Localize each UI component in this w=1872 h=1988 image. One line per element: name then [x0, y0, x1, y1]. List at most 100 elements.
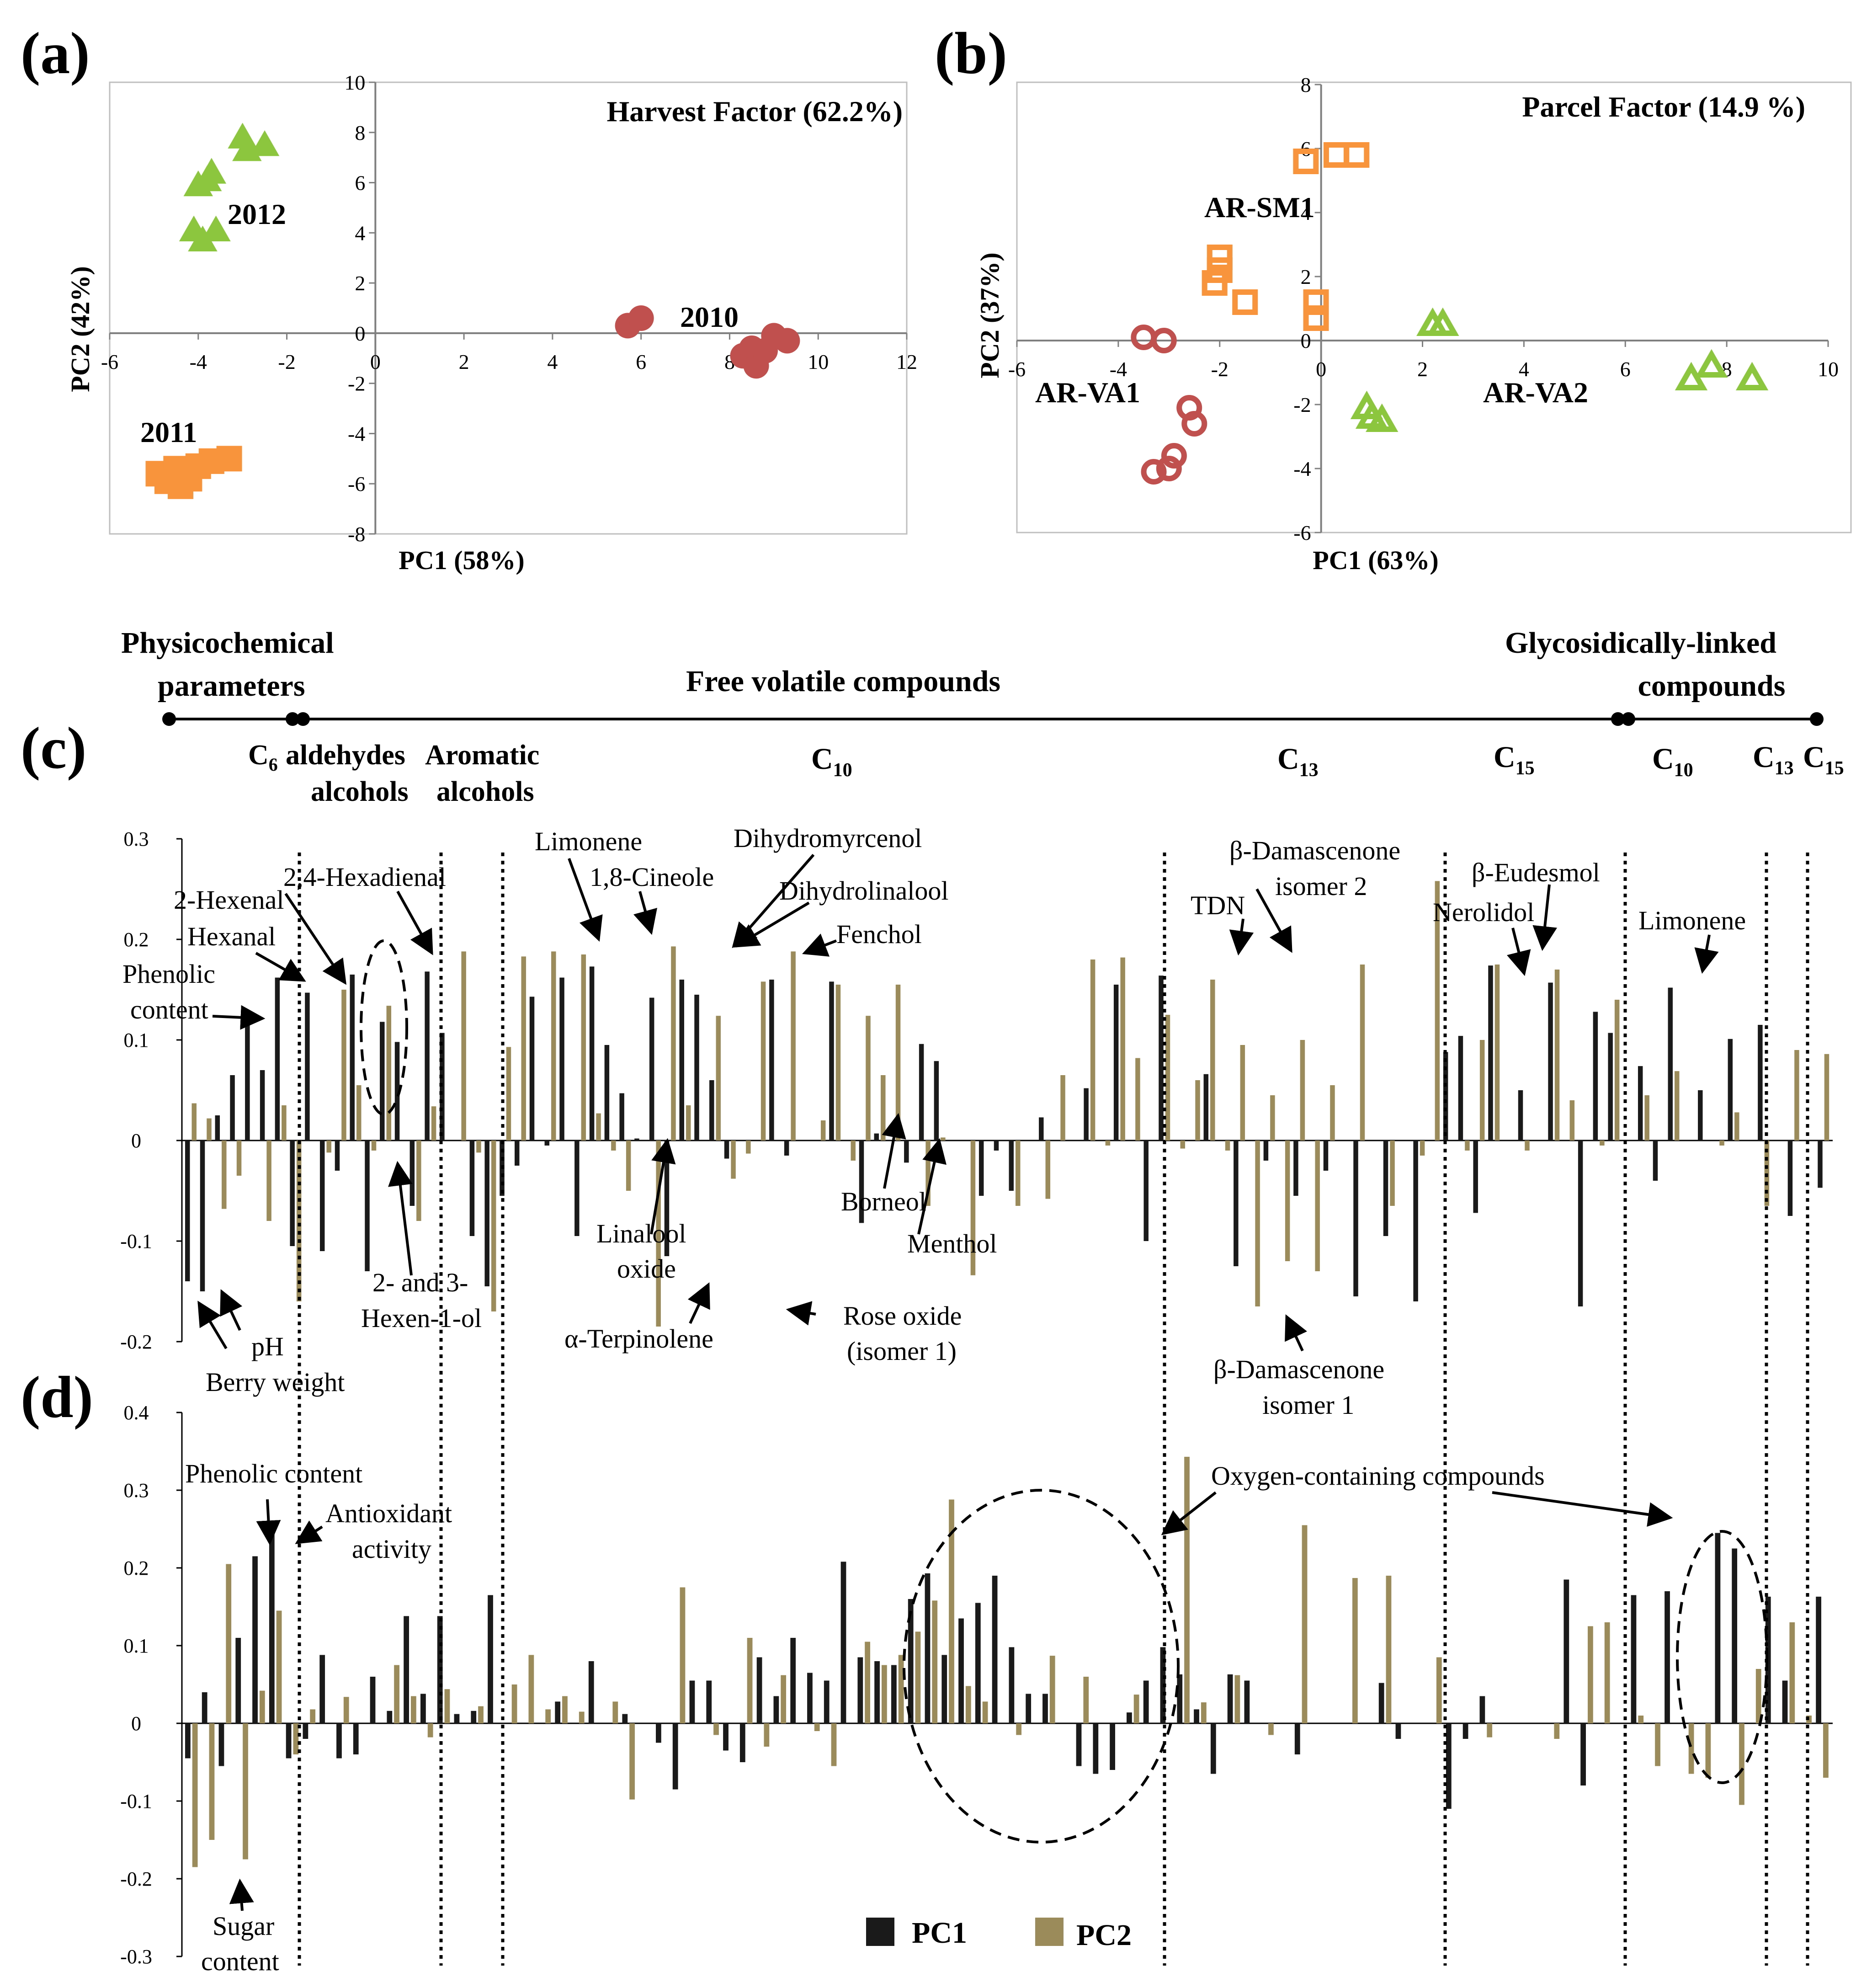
bar-pc2 — [1240, 1045, 1245, 1141]
bar-pc1 — [1160, 1647, 1166, 1723]
bar-pc2 — [410, 1696, 416, 1723]
bar-pc1 — [619, 1093, 624, 1141]
annotation-arrow — [786, 1301, 816, 1326]
chem-c13: C13 — [1277, 742, 1319, 781]
ann-fenchol: Fenchol — [836, 919, 922, 949]
panel-c-label: (c) — [21, 715, 86, 781]
bar-pc2 — [949, 1499, 954, 1723]
bar-pc2 — [881, 1075, 886, 1141]
x-tick-label: 4 — [1519, 357, 1529, 381]
bar-pc1 — [1446, 1723, 1452, 1809]
bar-pc2 — [491, 1141, 496, 1311]
bar-pc2 — [191, 1103, 197, 1141]
bar-pc1 — [588, 1661, 594, 1723]
ann-cineole: 1,8-Cineole — [590, 862, 714, 892]
bar-pc1 — [994, 1141, 999, 1151]
bar-pc2 — [1494, 965, 1500, 1141]
marker-AR-VA2 — [1426, 307, 1459, 336]
y-tick-label: 0 — [1301, 329, 1311, 352]
bar-pc1 — [1564, 1579, 1569, 1723]
bar-pc2 — [444, 1689, 450, 1723]
bar-pc2 — [1719, 1141, 1724, 1146]
marker-AR-VA2 — [1366, 403, 1399, 432]
bar-pc2 — [1390, 1141, 1395, 1206]
y-tick-label: -0.1 — [120, 1790, 152, 1812]
bar-pc2 — [820, 1120, 826, 1141]
marker-AR-SM1 — [1303, 289, 1329, 315]
bar-pc1 — [335, 1141, 340, 1171]
bar-pc2 — [1234, 1675, 1240, 1723]
bar-pc1 — [319, 1141, 325, 1251]
annotation-arrow — [1507, 927, 1531, 976]
bar-pc2 — [1604, 1622, 1610, 1723]
marker-AR-VA2 — [1695, 349, 1728, 378]
bar-pc1 — [1816, 1596, 1821, 1723]
y-tick-label: 0 — [355, 322, 365, 345]
ann-d-antioxidant-2: activity — [352, 1534, 431, 1564]
bar-pc1 — [555, 1701, 561, 1723]
label-physicochemical: Physicochemical — [121, 626, 334, 660]
bar-pc1 — [840, 1562, 846, 1723]
y-tick-label: -0.3 — [120, 1945, 152, 1968]
bar-pc1 — [589, 966, 595, 1141]
ann-hexenol-2: Hexen-1-ol — [361, 1303, 482, 1333]
bar-pc1 — [1443, 1052, 1448, 1141]
bar-pc2 — [562, 1696, 568, 1723]
marker-AR-SM1 — [1323, 142, 1349, 168]
bar-pc1 — [1732, 1548, 1738, 1723]
annotation-arrow — [388, 1161, 413, 1276]
bar-pc1 — [1488, 965, 1493, 1141]
bar-pc1 — [1518, 1090, 1523, 1141]
bar-pc1 — [574, 1141, 580, 1236]
legend-pc2-label: PC2 — [1076, 1919, 1132, 1952]
ann-hexenol: 2- and 3- — [372, 1268, 468, 1297]
panel-a-frame — [109, 81, 908, 535]
annotation-arrow — [295, 1520, 323, 1544]
bar-pc2 — [1554, 970, 1560, 1141]
panel-c: 0.3 0.2 0.1 0 -0.1 -0.2 — [120, 828, 1833, 1353]
annotation-arrow — [284, 893, 346, 985]
bar-pc1 — [1227, 1674, 1233, 1723]
bar-pc1 — [975, 1603, 981, 1723]
bar-pc2 — [1352, 1578, 1358, 1723]
bar-pc1 — [1177, 1674, 1183, 1723]
bar-pc2 — [521, 956, 526, 1141]
bar-pc2 — [835, 985, 841, 1141]
bar-pc1 — [1143, 1680, 1149, 1723]
x-tick-label: -2 — [1211, 357, 1228, 381]
bar-pc1 — [694, 995, 699, 1141]
bar-pc1 — [185, 1723, 191, 1759]
y-tick-label: 0.2 — [124, 1557, 149, 1579]
panel-c-bars — [185, 881, 1829, 1327]
bar-pc2 — [266, 1141, 271, 1221]
ann-d-antioxidant: Antioxidant — [325, 1498, 452, 1528]
bar-pc2 — [713, 1723, 719, 1735]
label-2010: 2010 — [680, 301, 739, 333]
panel-d-bars — [185, 1456, 1829, 1867]
bar-pc2 — [1755, 1669, 1761, 1723]
bar-pc1 — [1580, 1723, 1586, 1785]
bar-pc1 — [559, 977, 564, 1141]
bar-pc1 — [773, 1696, 779, 1723]
bar-pc1 — [919, 1044, 924, 1141]
bar-pc2 — [356, 1085, 362, 1141]
ann-d-phenolic: Phenolic content — [185, 1459, 362, 1488]
bar-pc2 — [865, 1642, 870, 1723]
marker-AR-VA1 — [1161, 443, 1187, 469]
bar-pc1 — [1042, 1694, 1048, 1723]
bar-pc1 — [979, 1141, 984, 1196]
y-tick-label: 8 — [1301, 73, 1311, 96]
panel-a-xlabel: PC1 (58%) — [399, 545, 524, 575]
label-ar-va2: AR-VA2 — [1483, 376, 1588, 409]
y-tick-label: 4 — [1301, 201, 1311, 224]
bar-pc1 — [908, 1599, 914, 1723]
annotation-arrow — [255, 952, 306, 982]
annotation-arrow — [687, 1282, 710, 1324]
legend: PC1 PC2 — [866, 1916, 1132, 1952]
bar-pc1 — [410, 1141, 415, 1206]
bar-pc2 — [1644, 1095, 1649, 1141]
y-tick-label: 8 — [355, 121, 365, 144]
bar-pc1 — [404, 1616, 409, 1723]
bar-pc2 — [932, 1600, 938, 1723]
